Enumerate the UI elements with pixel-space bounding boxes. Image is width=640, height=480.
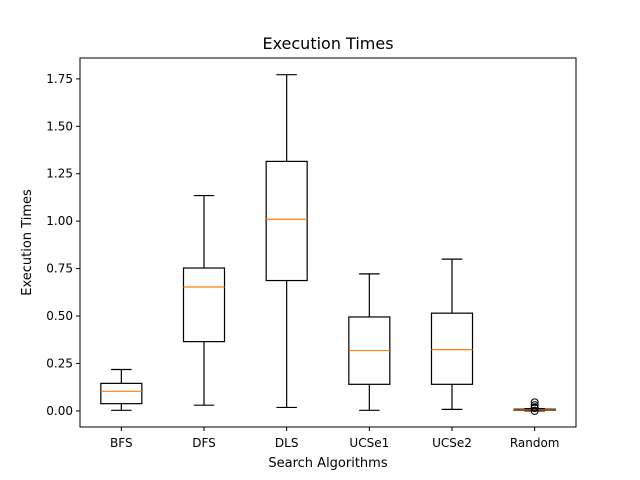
y-tick-label: 0.25 bbox=[46, 356, 73, 370]
x-tick-label: DFS bbox=[192, 436, 216, 450]
box-ucse1 bbox=[348, 273, 391, 411]
iqr-box bbox=[100, 382, 143, 405]
y-tick-label: 0.00 bbox=[46, 404, 73, 418]
y-tick-label: 1.00 bbox=[46, 214, 73, 228]
y-tick-label: 1.50 bbox=[46, 119, 73, 133]
iqr-box bbox=[182, 267, 226, 343]
y-tick-label: 0.75 bbox=[46, 262, 73, 276]
y-axis-label: Execution Times bbox=[20, 189, 35, 296]
x-tick-label: UCSe1 bbox=[349, 436, 389, 450]
plot-area bbox=[100, 74, 556, 415]
box-bfs bbox=[100, 368, 143, 411]
x-tick-label: Random bbox=[510, 436, 560, 450]
y-axis: 0.00 0.25 0.50 0.75 1.00 1.25 1.50 1.75 bbox=[46, 72, 80, 418]
x-tick-label: UCSe2 bbox=[432, 436, 472, 450]
x-tick-label: BFS bbox=[110, 436, 133, 450]
box-dfs bbox=[182, 194, 226, 406]
outlier-point bbox=[530, 401, 539, 410]
x-axis-label: Search Algorithms bbox=[268, 456, 387, 471]
box-random bbox=[513, 398, 556, 415]
box-ucse2 bbox=[430, 258, 474, 410]
x-tick-label: DLS bbox=[275, 436, 299, 450]
iqr-box bbox=[430, 312, 474, 385]
x-axis: BFS DFS DLS UCSe1 UCSe2 Random bbox=[110, 427, 560, 450]
outlier-point bbox=[530, 398, 539, 407]
y-tick-label: 1.75 bbox=[46, 72, 73, 86]
y-tick-label: 0.50 bbox=[46, 309, 73, 323]
chart-title: Execution Times bbox=[262, 34, 393, 53]
axes-frame bbox=[79, 57, 577, 428]
box-dls bbox=[265, 74, 308, 409]
y-tick-label: 1.25 bbox=[46, 167, 73, 181]
outlier-point bbox=[530, 406, 539, 415]
iqr-box bbox=[265, 160, 308, 282]
